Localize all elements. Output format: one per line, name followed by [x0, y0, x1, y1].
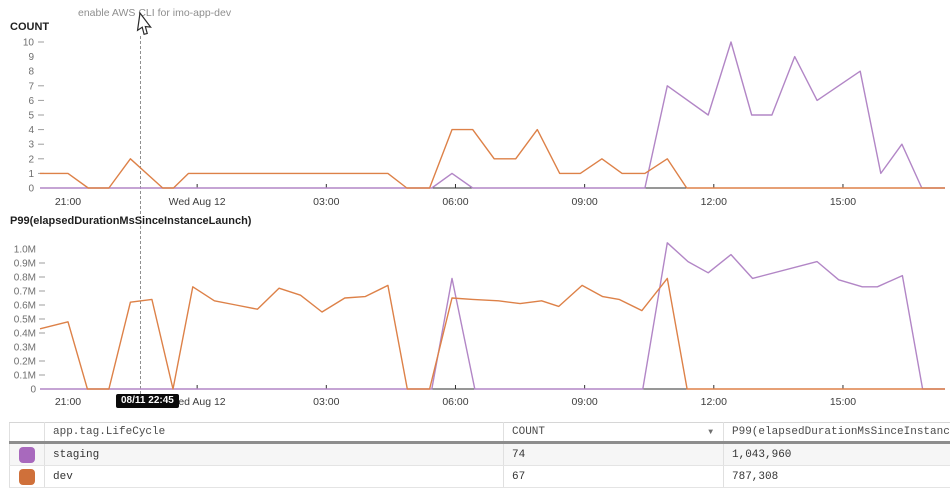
- legend-table: app.tag.LifeCycle COUNT ▼ P99(elapsedDur…: [9, 422, 950, 488]
- p99-chart[interactable]: 1.0M 0.9M 0.8M 0.7M 0.6M 0.5M 0.4M 0.3M 0.2M 0.1M…: [0, 236, 950, 414]
- legend-header-row: app.tag.LifeCycle COUNT ▼ P99(elapsedDur…: [9, 422, 950, 444]
- staging-p99-value: 1,043,960: [723, 442, 950, 466]
- x-tick-label: 03:00: [313, 196, 339, 208]
- y-tick-label: 4: [28, 125, 34, 136]
- dev-line: [39, 277, 945, 390]
- x-tick-label: 12:00: [701, 196, 727, 208]
- staging-color-swatch[interactable]: [19, 446, 35, 463]
- x-tick-label: 09:00: [571, 196, 597, 208]
- y-tick-label: 1.0M: [14, 245, 36, 256]
- x-tick-label: 09:00: [571, 396, 597, 408]
- staging-line: [40, 242, 945, 390]
- y-tick-label: 0: [30, 385, 36, 396]
- event-annotation-label[interactable]: enable AWS CLI for imo-app-dev: [78, 7, 232, 19]
- y-tick-label: 9: [28, 52, 34, 63]
- dev-label: dev: [44, 465, 504, 488]
- x-tick-label: Wed Aug 12: [169, 396, 226, 408]
- dev-count-value: 67: [503, 465, 724, 488]
- time-cursor-tooltip: 08/11 22:45: [116, 394, 179, 408]
- swatch-column-header: [9, 422, 45, 444]
- y-tick-label: 7: [28, 81, 34, 92]
- y-tick-label: 1: [28, 169, 34, 180]
- x-tick-label: 21:00: [55, 196, 81, 208]
- y-tick-label: 0.3M: [14, 343, 36, 354]
- dev-color-swatch[interactable]: [19, 468, 35, 485]
- y-tick-label: 0: [28, 184, 34, 195]
- x-tick-label: 12:00: [701, 396, 727, 408]
- y-tick-label: 3: [28, 140, 34, 151]
- y-tick-label: 5: [28, 111, 34, 122]
- mouse-cursor-icon: [136, 12, 152, 36]
- dev-line: [40, 128, 945, 189]
- p99-column-header[interactable]: P99(elapsedDurationMsSinceInstanceLaunch…: [723, 422, 950, 444]
- y-tick-label: 0.1M: [14, 371, 36, 382]
- x-tick-label: 21:00: [55, 396, 81, 408]
- legend-row-staging[interactable]: staging 74 1,043,960: [9, 442, 950, 466]
- y-tick-label: 0.6M: [14, 301, 36, 312]
- x-tick-label: Wed Aug 12: [169, 196, 226, 208]
- sort-descending-icon[interactable]: ▼: [708, 427, 713, 437]
- y-tick-label: 0.9M: [14, 259, 36, 270]
- y-tick-label: 0.2M: [14, 357, 36, 368]
- x-tick-label: 03:00: [313, 396, 339, 408]
- x-tick-label: 15:00: [830, 196, 856, 208]
- count-column-header[interactable]: COUNT ▼: [503, 422, 724, 444]
- y-tick-label: 0.5M: [14, 315, 36, 326]
- y-tick-label: 0.4M: [14, 329, 36, 340]
- y-tick-label: 6: [28, 96, 34, 107]
- chart2-title: P99(elapsedDurationMsSinceInstanceLaunch…: [10, 215, 252, 227]
- event-marker-line: [140, 36, 141, 394]
- x-tick-label: 06:00: [442, 396, 468, 408]
- y-tick-label: 2: [28, 154, 34, 165]
- staging-line: [40, 41, 945, 189]
- staging-count-value: 74: [503, 442, 724, 466]
- staging-label: staging: [44, 442, 504, 466]
- lifecycle-column-header[interactable]: app.tag.LifeCycle: [44, 422, 504, 444]
- y-tick-label: 0.7M: [14, 287, 36, 298]
- y-tick-label: 8: [28, 67, 34, 78]
- x-tick-label: 06:00: [442, 196, 468, 208]
- x-tick-label: 15:00: [830, 396, 856, 408]
- chart1-title: COUNT: [10, 21, 50, 33]
- dev-p99-value: 787,308: [723, 465, 950, 488]
- y-tick-label: 10: [23, 38, 35, 49]
- y-tick-label: 0.8M: [14, 273, 36, 284]
- legend-row-dev[interactable]: dev 67 787,308: [9, 465, 950, 488]
